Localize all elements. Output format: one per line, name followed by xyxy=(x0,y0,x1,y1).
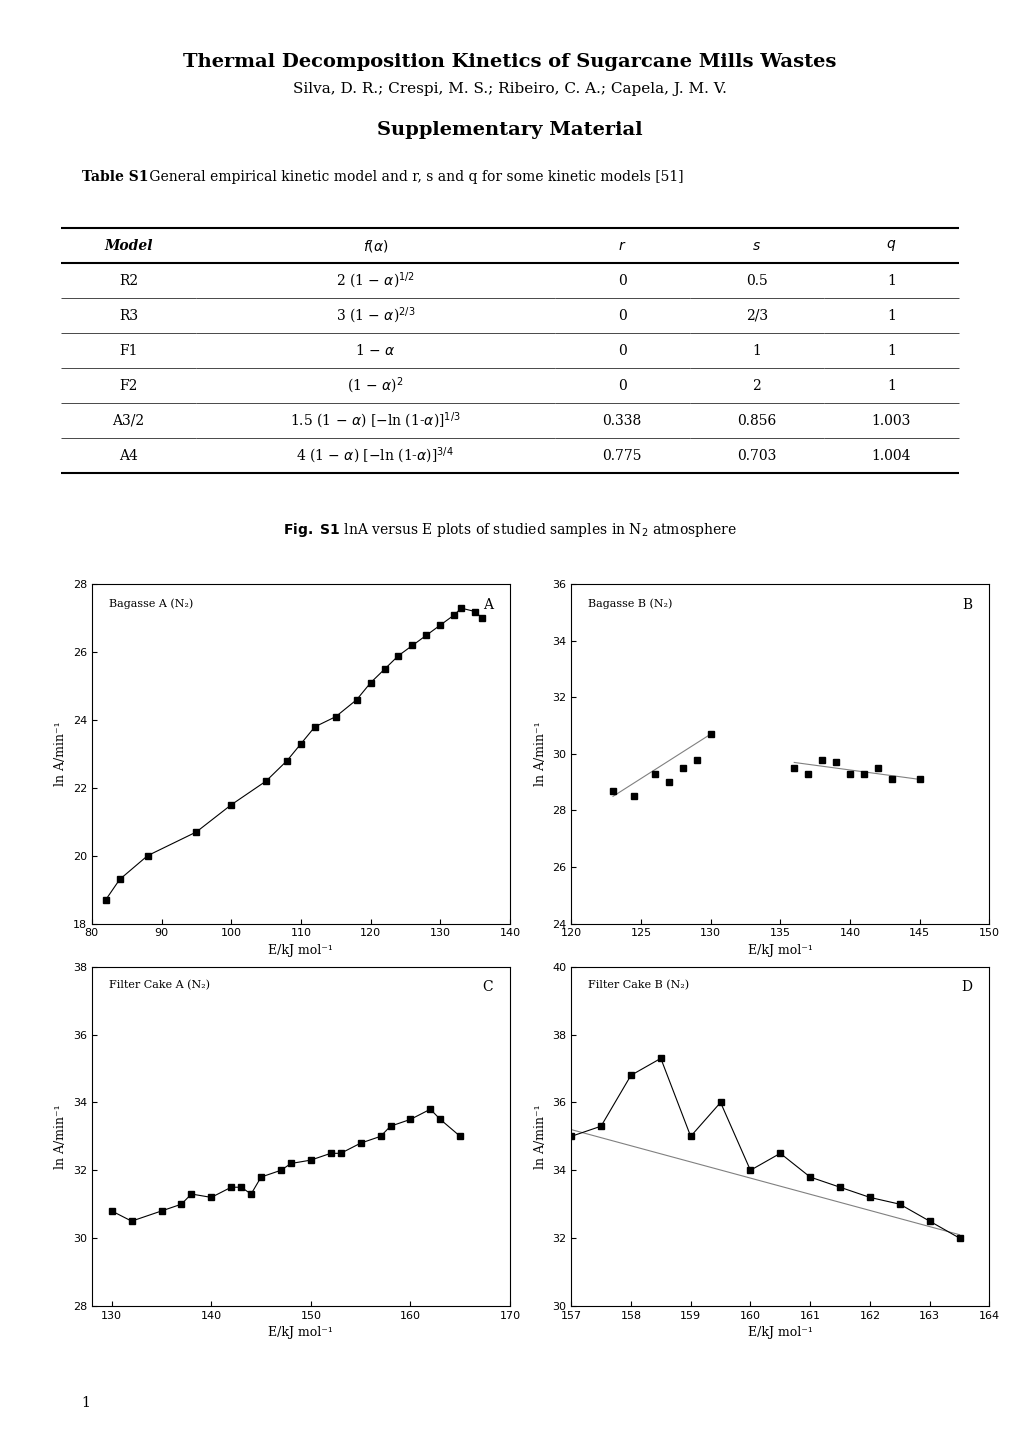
X-axis label: E/kJ mol⁻¹: E/kJ mol⁻¹ xyxy=(747,944,812,957)
Text: $\mathbf{Fig.\ S1}$ lnA versus E plots of studied samples in N$_2$ atmosphere: $\mathbf{Fig.\ S1}$ lnA versus E plots o… xyxy=(283,521,736,540)
Text: Filter Cake B (N₂): Filter Cake B (N₂) xyxy=(587,980,689,991)
Text: C: C xyxy=(482,980,493,994)
Y-axis label: ln A/min⁻¹: ln A/min⁻¹ xyxy=(54,1104,67,1169)
Text: Supplementary Material: Supplementary Material xyxy=(377,121,642,139)
Text: Filter Cake A (N₂): Filter Cake A (N₂) xyxy=(108,980,209,991)
X-axis label: E/kJ mol⁻¹: E/kJ mol⁻¹ xyxy=(268,944,333,957)
Text: Silva, D. R.; Crespi, M. S.; Ribeiro, C. A.; Capela, J. M. V.: Silva, D. R.; Crespi, M. S.; Ribeiro, C.… xyxy=(292,82,727,97)
Text: Bagasse B (N₂): Bagasse B (N₂) xyxy=(587,597,672,609)
X-axis label: E/kJ mol⁻¹: E/kJ mol⁻¹ xyxy=(268,1326,333,1339)
Text: Thermal Decomposition Kinetics of Sugarcane Mills Wastes: Thermal Decomposition Kinetics of Sugarc… xyxy=(183,53,836,71)
Text: B: B xyxy=(962,597,972,612)
Y-axis label: ln A/min⁻¹: ln A/min⁻¹ xyxy=(533,722,546,786)
Y-axis label: ln A/min⁻¹: ln A/min⁻¹ xyxy=(54,722,67,786)
Y-axis label: ln A/min⁻¹: ln A/min⁻¹ xyxy=(533,1104,546,1169)
Text: D: D xyxy=(961,980,972,994)
Text: A: A xyxy=(483,597,493,612)
Text: Bagasse A (N₂): Bagasse A (N₂) xyxy=(108,597,193,609)
Text: 1: 1 xyxy=(82,1395,91,1410)
X-axis label: E/kJ mol⁻¹: E/kJ mol⁻¹ xyxy=(747,1326,812,1339)
Text: General empirical kinetic model and r, s and q for some kinetic models [51]: General empirical kinetic model and r, s… xyxy=(145,170,683,185)
Text: Table S1: Table S1 xyxy=(82,170,148,185)
